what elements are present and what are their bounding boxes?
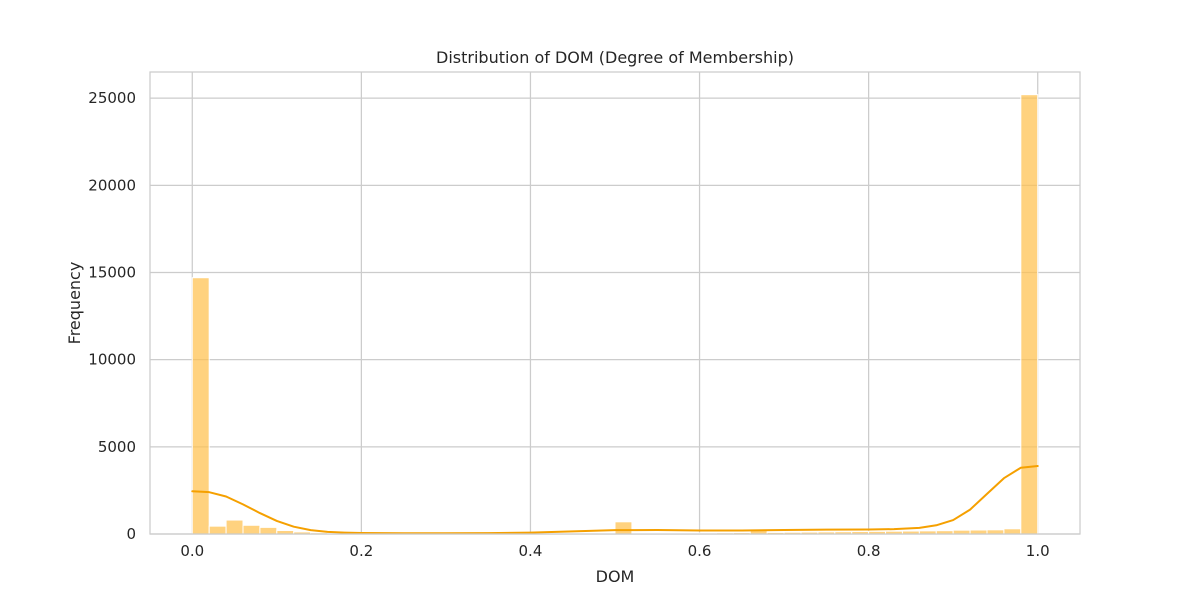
x-tick-label: 0.4 xyxy=(519,542,543,560)
x-tick-label: 0.2 xyxy=(349,542,373,560)
y-tick-label: 25000 xyxy=(88,89,136,107)
x-tick-label: 0.8 xyxy=(857,542,881,560)
plot-frame xyxy=(149,71,1081,535)
bar-layer xyxy=(191,94,1039,535)
histogram-bar xyxy=(614,521,633,535)
y-tick-labels: 0 5000 10000 15000 20000 25000 xyxy=(88,89,136,543)
histogram-bar xyxy=(986,529,1005,535)
kde-curve xyxy=(191,465,1039,535)
histogram-bar xyxy=(1003,528,1022,535)
x-tick-labels: 0.0 0.2 0.4 0.6 0.8 1.0 xyxy=(180,542,1049,560)
y-tick-label: 20000 xyxy=(88,176,136,194)
x-tick-label: 0.6 xyxy=(688,542,712,560)
kde-layer xyxy=(191,465,1039,535)
histogram-bar xyxy=(208,525,227,535)
y-tick-label: 0 xyxy=(126,525,136,543)
grid-layer xyxy=(150,72,1080,535)
histogram-bar xyxy=(259,526,278,535)
y-tick-label: 15000 xyxy=(88,263,136,281)
y-tick-label: 5000 xyxy=(98,438,136,456)
x-tick-label: 0.0 xyxy=(180,542,204,560)
x-tick-label: 1.0 xyxy=(1026,542,1050,560)
x-axis-label: DOM xyxy=(596,567,635,586)
y-axis-label: Frequency xyxy=(65,262,84,345)
y-tick-label: 10000 xyxy=(88,351,136,369)
histogram-bar xyxy=(191,277,210,535)
histogram-bar xyxy=(242,524,261,535)
chart-title: Distribution of DOM (Degree of Membershi… xyxy=(436,48,794,67)
histogram-bar xyxy=(225,519,244,535)
